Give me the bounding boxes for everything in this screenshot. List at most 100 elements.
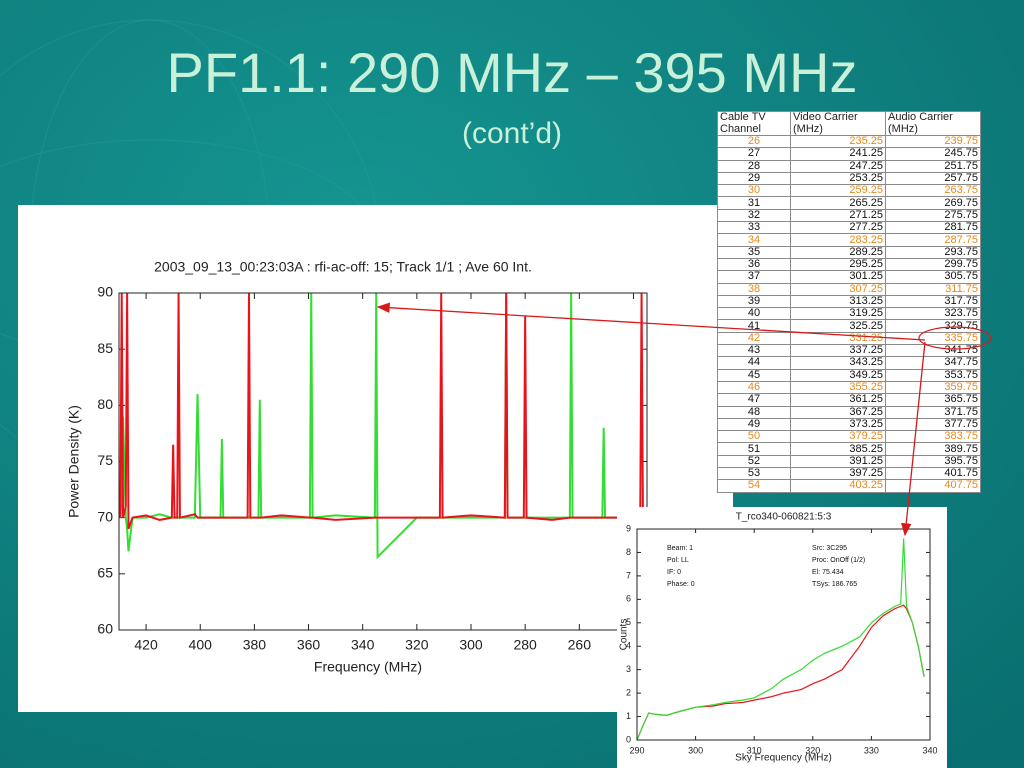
annotation: Proc: OnOff (1/2) bbox=[812, 557, 865, 564]
table-row: 38 307.25 311.75 bbox=[717, 282, 981, 296]
table-cell: 263.75 bbox=[885, 184, 981, 198]
table-cell: 45 bbox=[717, 368, 791, 382]
table-cell: 325.25 bbox=[790, 319, 886, 333]
table-cell: 34 bbox=[717, 233, 791, 247]
table-cell: 28 bbox=[717, 159, 791, 173]
annotation: El: 75.434 bbox=[812, 569, 844, 576]
table-row: 26 235.25 239.75 bbox=[717, 134, 981, 149]
table-cell: 257.75 bbox=[885, 171, 981, 186]
x-tick-label: 290 bbox=[629, 745, 644, 755]
table-cell: 295.25 bbox=[790, 257, 886, 272]
table-row: 49 373.25 377.75 bbox=[717, 417, 981, 432]
x-tick-label: 330 bbox=[864, 745, 879, 755]
y-tick-label: 80 bbox=[97, 396, 113, 412]
table-cell: 41 bbox=[717, 319, 791, 333]
table-cell: 301.25 bbox=[790, 270, 886, 284]
table-cell: 317.75 bbox=[885, 294, 981, 309]
x-tick-label: 380 bbox=[243, 637, 267, 653]
x-tick-label: 420 bbox=[134, 637, 158, 653]
x-tick-label: 360 bbox=[297, 637, 321, 653]
table-cell: 287.75 bbox=[885, 233, 981, 247]
x-tick-label: 300 bbox=[459, 637, 483, 653]
table-cell: 51 bbox=[717, 442, 791, 456]
series-line bbox=[637, 538, 925, 741]
x-tick-label: 340 bbox=[922, 745, 937, 755]
table-cell: 265.25 bbox=[790, 196, 886, 210]
y-tick-label: 1 bbox=[626, 711, 631, 721]
slide-subtitle: (cont’d) bbox=[462, 117, 562, 150]
x-tick-label: 320 bbox=[805, 745, 820, 755]
table-cell: 395.75 bbox=[885, 454, 981, 469]
table-cell: 239.75 bbox=[885, 134, 981, 149]
table-cell: 355.25 bbox=[790, 380, 886, 395]
table-cell: 235.25 bbox=[790, 134, 886, 149]
table-cell: 271.25 bbox=[790, 208, 886, 223]
table-cell: Audio Carrier (MHz) bbox=[885, 111, 981, 136]
table-cell: 44 bbox=[717, 356, 791, 370]
table-cell: 359.75 bbox=[885, 380, 981, 395]
table-cell: 371.75 bbox=[885, 405, 981, 419]
chart-title: T_rco340-060821:5:3 bbox=[736, 512, 832, 523]
table-cell: 331.25 bbox=[790, 331, 886, 346]
table-row: 50 379.25 383.75 bbox=[717, 430, 981, 444]
table-row: 35 289.25 293.75 bbox=[717, 245, 981, 259]
chart-panel bbox=[617, 507, 947, 768]
table-cell: 53 bbox=[717, 467, 791, 481]
table-cell: 39 bbox=[717, 294, 791, 309]
table-cell: 277.25 bbox=[790, 221, 886, 235]
y-tick-label: 3 bbox=[626, 664, 631, 674]
table-row: 53 397.25 401.75 bbox=[717, 467, 981, 481]
y-axis-label: Power Density (K) bbox=[66, 405, 82, 518]
series-line bbox=[119, 292, 647, 530]
table-cell: 379.25 bbox=[790, 430, 886, 444]
table-row: 48 367.25 371.75 bbox=[717, 405, 981, 419]
x-tick-label: 310 bbox=[747, 745, 762, 755]
table-row: 42 331.25 335.75 bbox=[717, 331, 981, 346]
table-cell: 46 bbox=[717, 380, 791, 395]
table-cell: 40 bbox=[717, 307, 791, 321]
channel-table: Cable TV Channel Video Carrier (MHz) Audio… bbox=[717, 111, 981, 493]
table-cell: 54 bbox=[717, 479, 791, 493]
annotation: Pol: LL bbox=[667, 557, 689, 564]
table-cell: Cable TV Channel bbox=[717, 111, 791, 136]
table-cell: 337.25 bbox=[790, 344, 886, 358]
table-row: 34 283.25 287.75 bbox=[717, 233, 981, 247]
y-tick-label: 2 bbox=[626, 687, 631, 697]
table-cell: 283.25 bbox=[790, 233, 886, 247]
table-row: 36 295.25 299.75 bbox=[717, 257, 981, 272]
y-axis-label: Counts bbox=[619, 619, 630, 651]
x-tick-label: 400 bbox=[189, 637, 213, 653]
table-cell: 31 bbox=[717, 196, 791, 210]
table-cell: 275.75 bbox=[885, 208, 981, 223]
y-tick-label: 0 bbox=[626, 734, 631, 744]
table-cell: 293.75 bbox=[885, 245, 981, 259]
table-row: 29 253.25 257.75 bbox=[717, 171, 981, 186]
table-cell: 281.75 bbox=[885, 221, 981, 235]
table-cell: 341.75 bbox=[885, 344, 981, 358]
table-cell: 311.75 bbox=[885, 282, 981, 296]
x-tick-label: 340 bbox=[351, 637, 375, 653]
y-tick-label: 90 bbox=[97, 284, 113, 300]
y-tick-label: 75 bbox=[97, 452, 113, 468]
table-row: 37 301.25 305.75 bbox=[717, 270, 981, 284]
table-cell: 27 bbox=[717, 147, 791, 161]
table-cell: 37 bbox=[717, 270, 791, 284]
table-cell: 349.25 bbox=[790, 368, 886, 382]
table-cell: 26 bbox=[717, 134, 791, 149]
table-row: 45 349.25 353.75 bbox=[717, 368, 981, 382]
table-cell: 361.25 bbox=[790, 393, 886, 407]
y-tick-label: 5 bbox=[626, 617, 631, 627]
table-cell: 353.75 bbox=[885, 368, 981, 382]
table-cell: 329.75 bbox=[885, 319, 981, 333]
table-cell: 42 bbox=[717, 331, 791, 346]
table-cell: 403.25 bbox=[790, 479, 886, 493]
table-cell: 383.75 bbox=[885, 430, 981, 444]
table-cell: 38 bbox=[717, 282, 791, 296]
table-cell: 50 bbox=[717, 430, 791, 444]
table-row: 46 355.25 359.75 bbox=[717, 380, 981, 395]
table-cell: 259.25 bbox=[790, 184, 886, 198]
table-row: 28 247.25 251.75 bbox=[717, 159, 981, 173]
table-cell: Video Carrier (MHz) bbox=[790, 111, 886, 136]
table-row: 32 271.25 275.75 bbox=[717, 208, 981, 223]
